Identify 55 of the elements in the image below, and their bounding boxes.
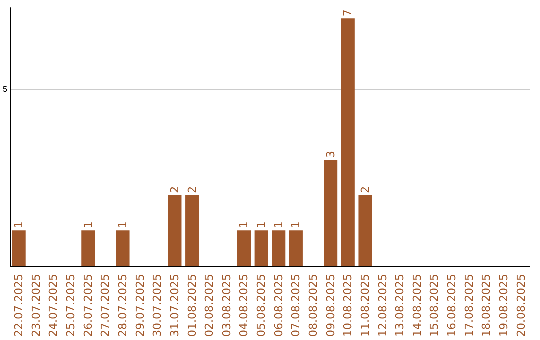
x-tick-label: 05.08.2025	[255, 274, 268, 338]
bar	[289, 230, 303, 266]
x-tick-label: 12.08.2025	[376, 274, 390, 338]
x-tick-label: 16.08.2025	[446, 274, 459, 338]
bar	[12, 230, 26, 266]
data-label: 1	[116, 222, 130, 229]
x-tick-label: 06.08.2025	[272, 274, 286, 338]
data-label: 2	[186, 186, 199, 194]
x-tick-label: 20.08.2025	[514, 274, 528, 338]
x-tick-label: 14.08.2025	[410, 274, 424, 338]
bar	[324, 160, 338, 266]
x-tick-label: 11.08.2025	[358, 274, 372, 338]
y-tick-label: 5	[2, 84, 8, 94]
x-tick-label: 07.08.2025	[290, 274, 303, 338]
x-tick-label: 08.08.2025	[307, 274, 320, 338]
bar	[116, 230, 130, 266]
x-tick-label: 22.07.2025	[12, 274, 26, 338]
x-tick-label: 10.08.2025	[342, 274, 355, 338]
data-label: 1	[82, 222, 95, 229]
data-label: 1	[238, 222, 251, 229]
bar	[254, 230, 268, 266]
x-tick-label: 27.07.2025	[99, 274, 112, 338]
x-tick-label: 23.07.2025	[30, 274, 43, 338]
x-tick-label: 01.08.2025	[186, 274, 199, 338]
x-tick-label: 24.07.2025	[47, 274, 60, 338]
x-tick-label: 04.08.2025	[238, 274, 251, 338]
bar	[237, 230, 251, 266]
x-tick-label: 09.08.2025	[324, 274, 338, 338]
x-tick-label: 29.07.2025	[134, 274, 147, 338]
x-tick-label: 17.08.2025	[462, 274, 476, 338]
x-tick-label: 25.07.2025	[64, 274, 78, 338]
bar	[341, 18, 355, 266]
data-label: 2	[358, 186, 372, 194]
data-label: 1	[12, 222, 26, 229]
x-tick-label: 28.07.2025	[116, 274, 130, 338]
bar	[168, 195, 182, 266]
x-tick-label: 15.08.2025	[428, 274, 442, 338]
data-label: 1	[290, 222, 303, 229]
x-tick-label: 19.08.2025	[498, 274, 511, 338]
data-label: 1	[272, 222, 286, 229]
data-label: 7	[342, 10, 355, 17]
x-tick-label: 03.08.2025	[220, 274, 234, 338]
x-tick-label: 30.07.2025	[151, 274, 164, 338]
x-tick-label: 26.07.2025	[82, 274, 95, 338]
bar	[82, 230, 96, 266]
bar	[272, 230, 286, 266]
bar	[358, 195, 372, 266]
data-label: 3	[324, 150, 338, 158]
x-tick-label: 02.08.2025	[203, 274, 216, 338]
bar	[186, 195, 200, 266]
x-tick-label: 18.08.2025	[480, 274, 494, 338]
x-tick-label: 13.08.2025	[394, 274, 407, 338]
data-label: 2	[168, 186, 182, 194]
data-label: 1	[255, 222, 268, 229]
x-tick-label: 31.07.2025	[168, 274, 182, 338]
